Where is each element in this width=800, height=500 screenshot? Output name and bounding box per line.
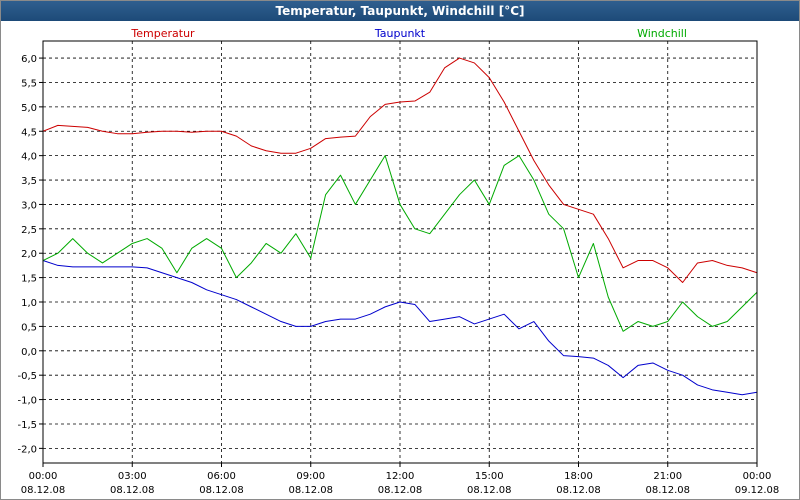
- y-axis-ticks: 6,0 5,5 5,0 4,5 4,0 3,5 3,0 2,5 2,0 1,5 1,0 0,5 0,0 -…: [17, 54, 43, 455]
- x-tick-time-label: 18:00: [564, 471, 593, 482]
- series-lines: [42, 57, 758, 396]
- y-tick-label: 5,0: [21, 103, 37, 114]
- y-tick-label: 4,0: [21, 152, 37, 163]
- x-tick-date-label: 08.12.08: [21, 485, 66, 496]
- y-tick-label: -0,5: [17, 371, 37, 382]
- x-tick-time-label: 06:00: [207, 471, 236, 482]
- y-tick-label: -1,0: [17, 396, 37, 407]
- series-line-taupunkt: [42, 260, 758, 396]
- x-tick-date-label: 08.12.08: [467, 485, 512, 496]
- series-line-temperatur: [42, 57, 758, 283]
- legend: Temperatur Taupunkt Windchill: [130, 27, 687, 40]
- legend-item-taupunkt: Taupunkt: [374, 27, 426, 40]
- y-tick-label: -1,5: [17, 420, 37, 431]
- grid: [42, 41, 758, 463]
- plot-frame: [42, 40, 758, 464]
- x-tick-time-label: 03:00: [118, 471, 147, 482]
- y-tick-label: 3,0: [21, 200, 37, 211]
- y-tick-label: 1,0: [21, 298, 37, 309]
- x-tick-date-label: 08.12.08: [556, 485, 601, 496]
- x-axis-ticks: 00:00 08.12.08 03:00 08.12.08 06:00 08.12.08 0…: [21, 463, 780, 496]
- x-tick-time-label: 09:00: [296, 471, 325, 482]
- x-tick-time-label: 00:00: [743, 471, 772, 482]
- y-tick-label: 5,5: [21, 78, 37, 89]
- x-tick-date-label: 08.12.08: [378, 485, 423, 496]
- legend-item-temperatur: Temperatur: [130, 27, 195, 40]
- x-tick-time-label: 12:00: [386, 471, 415, 482]
- y-tick-label: 6,0: [21, 54, 37, 65]
- y-tick-label: 2,0: [21, 249, 37, 260]
- window-title: Temperatur, Taupunkt, Windchill [°C]: [1, 1, 799, 21]
- y-tick-label: 0,0: [21, 347, 37, 358]
- y-tick-label: -2,0: [17, 444, 37, 455]
- x-tick-date-label: 08.12.08: [288, 485, 333, 496]
- x-tick-time-label: 21:00: [653, 471, 682, 482]
- y-tick-label: 3,5: [21, 176, 37, 187]
- legend-item-windchill: Windchill: [637, 27, 687, 40]
- x-tick-date-label: 08.12.08: [199, 485, 244, 496]
- x-tick-time-label: 15:00: [475, 471, 504, 482]
- series-line-windchill: [42, 155, 758, 332]
- y-tick-label: 2,5: [21, 225, 37, 236]
- x-tick-date-label: 09.12.08: [735, 485, 780, 496]
- x-tick-time-label: 00:00: [29, 471, 58, 482]
- x-tick-date-label: 08.12.08: [645, 485, 690, 496]
- y-tick-label: 1,5: [21, 274, 37, 285]
- y-tick-label: 0,5: [21, 322, 37, 333]
- y-tick-label: 4,5: [21, 127, 37, 138]
- x-tick-date-label: 08.12.08: [110, 485, 155, 496]
